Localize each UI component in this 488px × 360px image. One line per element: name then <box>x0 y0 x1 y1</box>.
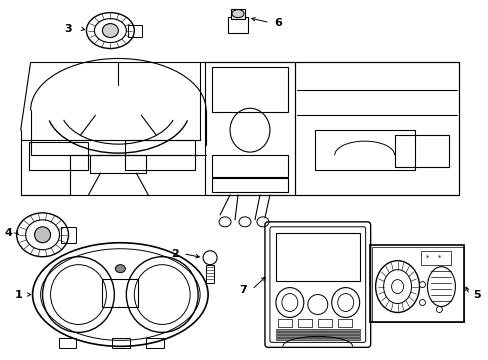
Bar <box>275 329 359 332</box>
Ellipse shape <box>391 280 403 293</box>
Bar <box>275 338 359 340</box>
Text: 3: 3 <box>64 24 72 33</box>
Bar <box>112 338 130 348</box>
Text: 4: 4 <box>5 228 13 238</box>
Ellipse shape <box>419 300 425 306</box>
Ellipse shape <box>50 265 106 324</box>
Ellipse shape <box>232 10 244 18</box>
Bar <box>128 24 142 37</box>
Bar <box>275 336 359 337</box>
Bar <box>275 233 359 280</box>
Bar <box>212 178 287 192</box>
Bar <box>59 338 76 348</box>
Bar <box>317 319 331 328</box>
Ellipse shape <box>337 293 353 311</box>
Text: 5: 5 <box>472 289 480 300</box>
Bar <box>212 155 287 177</box>
Bar <box>227 17 247 32</box>
Bar <box>29 142 88 170</box>
Bar <box>205 265 214 283</box>
Bar <box>337 319 351 328</box>
Ellipse shape <box>419 282 425 288</box>
Bar <box>277 319 291 328</box>
Ellipse shape <box>436 306 442 312</box>
Bar <box>421 251 450 265</box>
Bar <box>90 155 146 173</box>
Bar <box>294 62 458 195</box>
Bar <box>275 332 359 334</box>
Text: 7: 7 <box>239 284 246 294</box>
Ellipse shape <box>102 24 118 37</box>
Text: *: * <box>425 255 428 261</box>
Text: 6: 6 <box>273 18 281 28</box>
Ellipse shape <box>281 293 297 311</box>
Bar <box>297 319 311 328</box>
Text: 2: 2 <box>171 249 179 259</box>
Bar <box>125 140 195 170</box>
Bar <box>371 247 464 323</box>
Text: 1: 1 <box>15 289 22 300</box>
Bar <box>394 135 448 167</box>
Bar <box>230 9 244 19</box>
Bar <box>61 227 76 243</box>
Bar <box>369 245 464 323</box>
Ellipse shape <box>134 265 190 324</box>
Bar <box>212 67 287 112</box>
Bar <box>314 130 414 170</box>
Ellipse shape <box>115 265 125 273</box>
Text: *: * <box>437 255 440 261</box>
Bar <box>204 62 294 195</box>
Bar <box>102 279 138 306</box>
Ellipse shape <box>35 227 50 243</box>
Bar <box>146 338 164 348</box>
